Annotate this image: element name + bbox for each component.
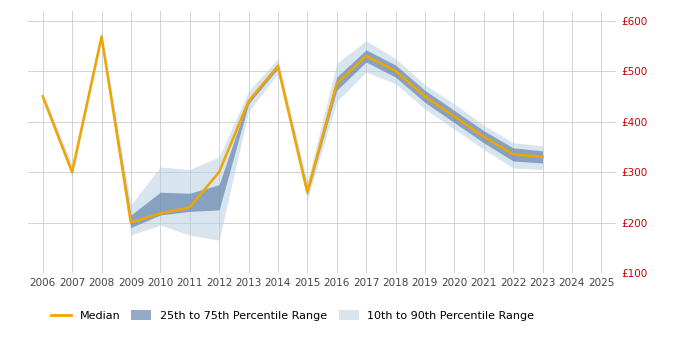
Legend: Median, 25th to 75th Percentile Range, 10th to 90th Percentile Range: Median, 25th to 75th Percentile Range, 1… (46, 306, 539, 325)
